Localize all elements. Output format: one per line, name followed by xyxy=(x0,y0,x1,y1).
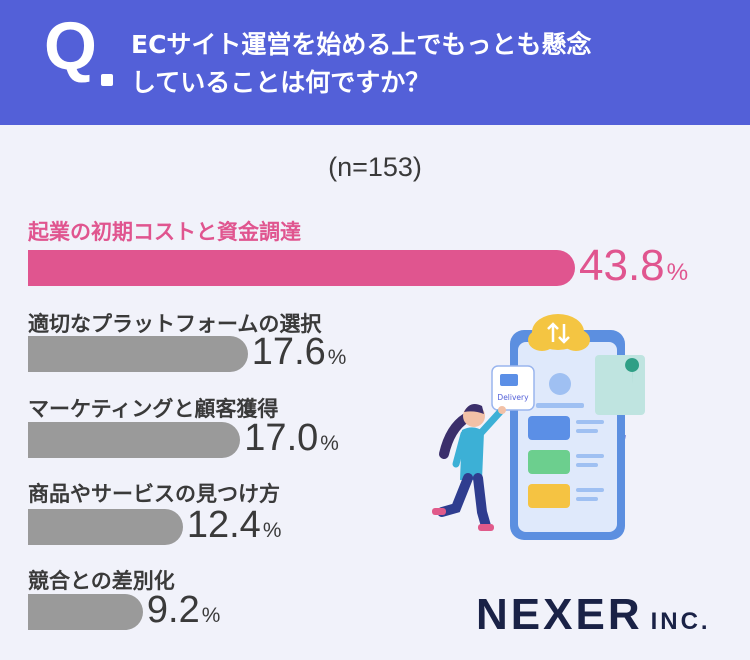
value-label: 9.2% xyxy=(146,589,221,632)
profile-icon xyxy=(549,373,571,395)
category-label: 商品やサービスの見つけ方 xyxy=(28,482,280,506)
card-green xyxy=(528,450,570,474)
category-label: 起業の初期コストと資金調達 xyxy=(28,220,301,244)
question-line-1: ECサイト運営を始める上でもっとも懸念 xyxy=(131,30,592,59)
q-mark: Q xyxy=(44,8,97,84)
category-label: 競合との差別化 xyxy=(28,569,175,593)
bar xyxy=(28,250,575,286)
location-pin-icon xyxy=(625,358,640,384)
person-figure xyxy=(432,404,506,531)
logo-main-text: NEXER xyxy=(476,590,643,639)
delivery-badge: Delivery xyxy=(491,365,535,411)
bar xyxy=(28,422,241,458)
value-label: 43.8% xyxy=(579,240,689,290)
q-mark-dot xyxy=(101,74,113,86)
card-yellow xyxy=(528,484,570,508)
value-label: 17.0% xyxy=(244,417,339,460)
value-label: 17.6% xyxy=(251,331,347,374)
company-logo: NEXER INC. xyxy=(476,590,711,640)
question-line-2: していることは何ですか？ xyxy=(131,68,431,97)
sync-arrows-icon xyxy=(547,322,570,344)
category-label: 適切なプラットフォームの選択 xyxy=(28,312,322,336)
bar xyxy=(28,594,143,630)
logo-sub-text: INC. xyxy=(650,608,711,635)
question-header: Q ECサイト運営を始める上でもっとも懸念 していることは何ですか？ xyxy=(0,0,750,125)
value-label: 12.4% xyxy=(186,504,282,547)
bar xyxy=(28,336,248,372)
category-label: マーケティングと顧客獲得 xyxy=(28,397,279,421)
delivery-badge-text: Delivery xyxy=(497,393,529,402)
bar xyxy=(28,509,183,545)
card-blue xyxy=(528,416,570,440)
question-text: ECサイト運営を始める上でもっとも懸念 していることは何ですか？ xyxy=(131,26,731,102)
sample-size-label: (n=153) xyxy=(328,152,422,182)
online-shopping-illustration: Delivery xyxy=(432,314,645,540)
